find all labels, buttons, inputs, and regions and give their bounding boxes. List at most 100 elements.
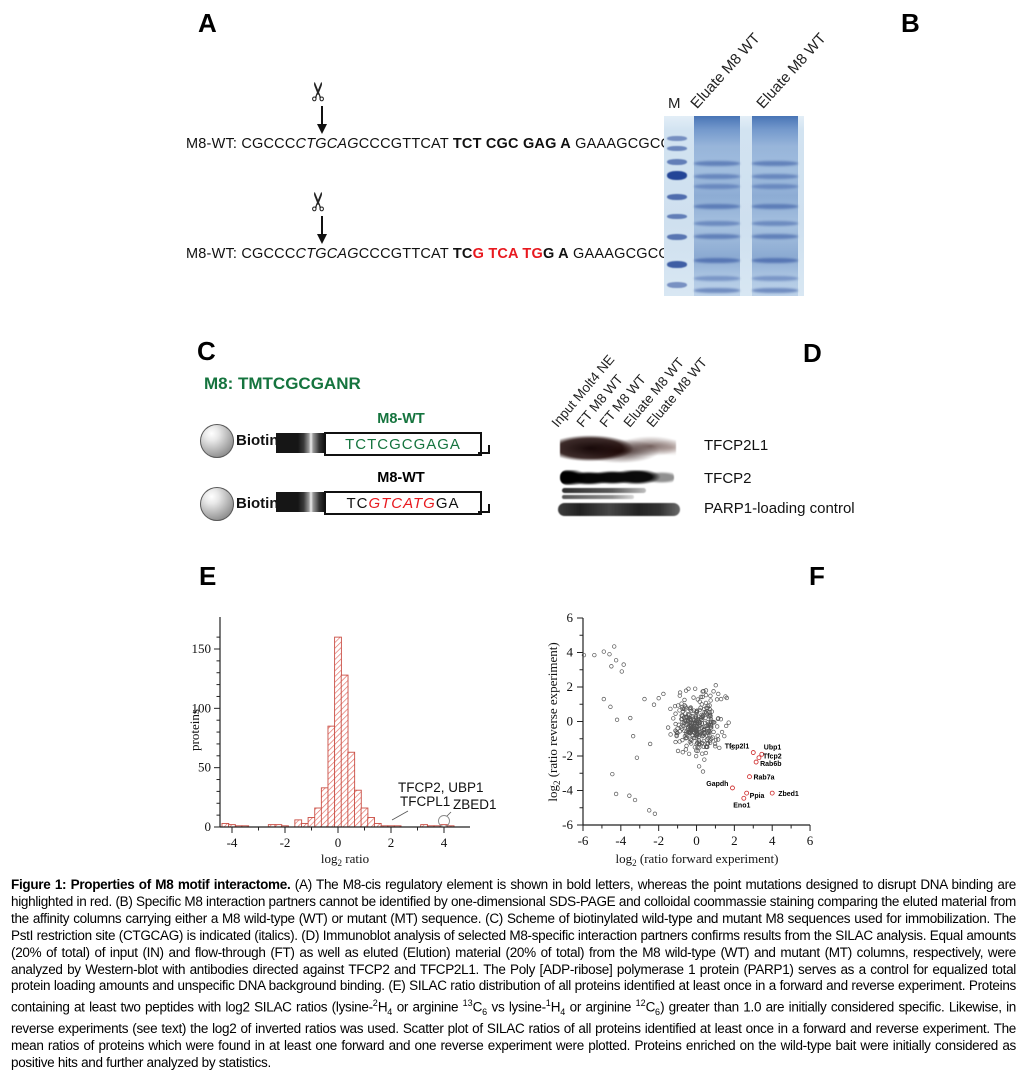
scatter-point: [717, 745, 722, 750]
scatter-point: [677, 708, 682, 713]
scatter-point: [707, 730, 713, 735]
scatter-point: [722, 733, 727, 739]
scatter-point: [674, 730, 680, 736]
scatter-point: [647, 808, 652, 813]
scatter-point: [694, 748, 699, 753]
blot-label-parp1: PARP1-loading control: [704, 500, 855, 517]
oligo-box: TCGTCATGGA: [324, 491, 482, 515]
gel-smear-band: [694, 184, 740, 189]
text-run: CTGCAG: [295, 136, 359, 152]
scatter-point: [675, 748, 681, 754]
histogram-svg: -4 -2 0 2 4 0 50 100 150 log2 ratio proteins TFCP2,…: [187, 617, 497, 868]
scatter-point: [612, 644, 617, 649]
scatter-point: [705, 711, 710, 717]
panel-label-c: C: [197, 336, 216, 366]
scatter-point: [701, 689, 706, 694]
scatter-point: [671, 716, 676, 721]
scatter-point: [710, 735, 715, 740]
scatter-point: [682, 697, 687, 703]
text-run: CCCGTTCAT: [358, 136, 453, 152]
histogram-panel: -4 -2 0 2 4 0 50 100 150 log2 ratio proteins TFCP2,…: [185, 560, 535, 870]
scatter-point: [701, 744, 706, 749]
marker-band: [667, 214, 687, 219]
svg-text:log2 (ratio forward experiment: log2 (ratio forward experiment): [616, 851, 779, 868]
svg-text:50: 50: [198, 760, 211, 775]
histogram-annotation: TFCP2, UBP1: [398, 780, 484, 795]
scatter-point: [718, 696, 724, 702]
scatter-point-eno1: [741, 795, 747, 801]
scatter-point: [705, 740, 711, 746]
scatter-point: [708, 723, 713, 728]
gel-lane: [665, 116, 690, 296]
text-run: G TCA TG: [472, 246, 543, 262]
marker-band: [667, 234, 687, 240]
bead-icon: [200, 424, 234, 458]
scatter-point: [711, 729, 716, 735]
svg-text:-4: -4: [562, 783, 573, 798]
panel-label-e: E: [199, 561, 217, 591]
text-run: ) greater than 1.0 are initially conside…: [11, 999, 1016, 1071]
scatter-point: [632, 797, 638, 803]
linker-segment: [276, 492, 298, 512]
scatter-point: [693, 686, 698, 691]
svg-text:0: 0: [335, 835, 342, 850]
scatter-point: [705, 729, 710, 735]
scatter-point: [608, 704, 613, 709]
gel-smear-band: [694, 161, 740, 166]
histogram-bar: [314, 807, 322, 828]
svg-text:-2: -2: [280, 835, 291, 850]
scatter-label: Gapdh: [706, 781, 728, 788]
text-run: or arginine: [565, 999, 636, 1015]
scatter-point: [719, 729, 725, 735]
blot-band-tfcp2l1: [560, 431, 676, 467]
scatter-point: [675, 703, 681, 708]
scatter-point: [702, 709, 707, 715]
scatter-point: [711, 689, 716, 694]
linker-segment: [276, 433, 298, 453]
down-arrow-icon: [317, 216, 327, 244]
scatter-point: [699, 712, 704, 717]
histogram-bar: [320, 787, 329, 828]
spacer-segment: [298, 492, 324, 512]
scatter-point: [682, 733, 688, 739]
scatter-point: [691, 695, 696, 700]
scatter-point: [690, 725, 695, 730]
scatter-label: Tfcp2: [763, 754, 782, 761]
oligo-sequence: TCTCGCGAGA: [345, 436, 461, 453]
scatter-point: [712, 741, 718, 747]
scatter-svg: -6 -4 -2 0 2 4 6 -6 -4 -2 0 2 4 6 log2 (ratio forward …: [545, 610, 814, 868]
scatter-point: [707, 712, 713, 717]
svg-text:0: 0: [693, 833, 700, 848]
scatter-point: [708, 738, 713, 743]
blot-lane-labels: Input Molt4 NE FT M8 WT FT M8 WT Eluate M8 …: [549, 342, 792, 430]
scatter-point: [713, 744, 718, 749]
scatter-point: [700, 740, 705, 745]
blot-band-tfcp2-lower: [562, 488, 646, 493]
svg-text:4: 4: [769, 833, 776, 848]
histogram-bar: [294, 819, 303, 828]
gel-lane: [752, 116, 798, 296]
text-run: or arginine: [392, 999, 463, 1015]
scatter-point: [651, 702, 657, 707]
gel-smear-band: [752, 184, 798, 189]
scatter-point: [628, 715, 633, 721]
scatter-point: [619, 669, 624, 674]
coomassie-gel-image: [664, 116, 804, 296]
text-run: 4: [560, 1007, 566, 1018]
svg-text:0: 0: [205, 819, 212, 834]
svg-text:proteins: proteins: [187, 709, 202, 751]
svg-text:4: 4: [567, 645, 574, 660]
panel-label-a: A: [198, 8, 217, 38]
svg-text:100: 100: [192, 700, 212, 715]
scatter-point: [684, 743, 689, 748]
scatter-point-ppia: [744, 790, 750, 796]
scatter-point: [715, 737, 721, 742]
histogram-bar: [340, 674, 349, 828]
oligo-sequence: TCGTCATGGA: [346, 495, 459, 512]
scatter-label: Rab6b: [760, 761, 781, 768]
text-run: 6: [655, 1007, 661, 1018]
scatter-point: [691, 708, 697, 713]
scatter-point: [715, 733, 720, 738]
panel-label-f: F: [809, 561, 825, 591]
svg-text:6: 6: [807, 833, 814, 848]
